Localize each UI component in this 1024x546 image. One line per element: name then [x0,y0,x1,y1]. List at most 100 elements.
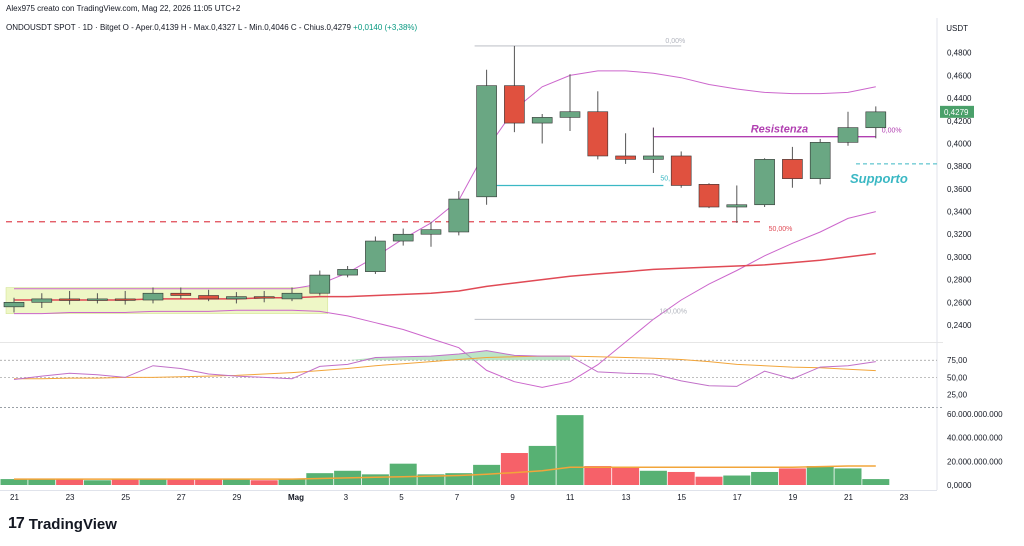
candle-body [865,111,887,129]
candle-body [309,274,331,294]
volume-bar [667,471,695,485]
tradingview-logo-icon: 17 [8,515,25,532]
rsi-tick-label: 75,00 [947,356,968,365]
candle-body [837,127,859,143]
price-tick-label: 0,3600 [947,185,972,194]
volume-bar [556,415,584,485]
candle-body [31,298,53,303]
candle-body [504,85,525,124]
price-tick-label: 0,4800 [947,49,972,58]
candle-body [337,269,358,276]
candle-body [670,155,692,186]
volume-bar [778,468,806,485]
support-label: Supporto [850,171,908,186]
candle-body [726,204,748,208]
volume-bar [612,467,640,485]
candle-body [365,240,386,272]
rsi-ma-line [14,355,876,380]
price-tick-label: 0,2400 [947,321,972,330]
fib-50-label: 50, [660,175,670,182]
time-tick-label: 27 [177,493,186,502]
time-tick-label: 3 [344,493,349,502]
volume-bar [111,479,139,485]
time-tick-label: 15 [677,493,686,502]
candle-body [114,298,136,301]
symbol-legend: ONDOUSDT SPOT · 1D · Bitget O - Aper.0,4… [6,23,417,32]
price-tick-label: 0,4000 [947,139,972,148]
time-tick-label: 29 [232,493,241,502]
candle-body [559,111,581,118]
candle-body [392,233,414,242]
price-tick-label: 0,2800 [947,276,972,285]
candle-body [59,298,80,301]
time-tick-label: 19 [788,493,797,502]
candle-body [476,85,497,198]
candle-body [87,298,108,301]
volume-tick-label: 60.000.000.000 [947,410,1003,419]
volume-bar [445,473,473,485]
volume-bar [361,474,389,485]
candle-body [226,296,247,300]
volume-bar [751,471,779,485]
volume-bar [83,480,111,485]
time-tick-label: 7 [455,493,460,502]
candle-body [643,155,664,160]
volume-bar [639,470,667,485]
price-tick-label: 0,2600 [947,298,972,307]
price-unit: USDT [946,24,968,33]
candle-body [253,296,275,299]
symbol-name[interactable]: ONDOUSDT SPOT · 1D · Bitget [6,23,121,32]
volume-bar [250,480,278,485]
change-value: +0,0140 (+3,38%) [353,23,418,32]
time-tick-label: 5 [399,493,404,502]
candle-body [448,198,470,233]
candle-body [142,292,164,301]
credit-line: Alex975 creato con TradingView.com, Mag … [6,4,241,13]
volume-bar [278,479,306,485]
volume-bar [139,479,167,485]
time-tick-label: 21 [10,493,19,502]
time-tick-label: 13 [622,493,631,502]
fib-0-label: 0,00% [665,38,685,45]
price-tick-label: 0,3000 [947,253,972,262]
tradingview-brand: 17 TradingView [8,515,117,533]
volume-bar [417,474,445,485]
volume-bar [0,479,28,485]
volume-bar [389,463,417,485]
candle-body [420,229,442,235]
time-tick-label: Mag [288,493,304,502]
price-tick-label: 0,4400 [947,94,972,103]
volume-bar [834,468,862,485]
time-tick-label: 25 [121,493,130,502]
price-tick-label: 0,4600 [947,71,972,80]
rsi-line [13,350,876,387]
rsi-tick-label: 50,00 [947,373,968,382]
fib-0b-label: 0,00% [882,128,902,135]
last-price-tag [940,105,974,118]
volume-tick-label: 0,0000 [947,481,972,490]
candle-body [170,292,192,296]
time-tick-label: 23 [66,493,75,502]
volume-bar [806,466,834,485]
volume-bar [695,476,723,485]
volume-bar [584,466,612,485]
candle-body [615,155,636,160]
volume-bar [723,475,751,485]
volume-bar [167,479,195,485]
volume-ma-line [14,465,876,480]
volume-bar [195,479,223,485]
time-tick-label: 9 [510,493,515,502]
candle-body [531,117,553,124]
candle-body [3,301,25,308]
fib-100-label: 100,00% [659,308,687,315]
price-tick-label: 0,3400 [947,208,972,217]
volume-bar [862,479,890,485]
rsi-tick-label: 25,00 [947,391,968,400]
bollinger-upper-line [14,70,876,290]
volume-bar [500,453,528,485]
time-tick-label: 23 [900,493,909,502]
bollinger-lower-line [14,211,876,388]
time-tick-label: 21 [844,493,853,502]
candle-body [754,159,775,206]
